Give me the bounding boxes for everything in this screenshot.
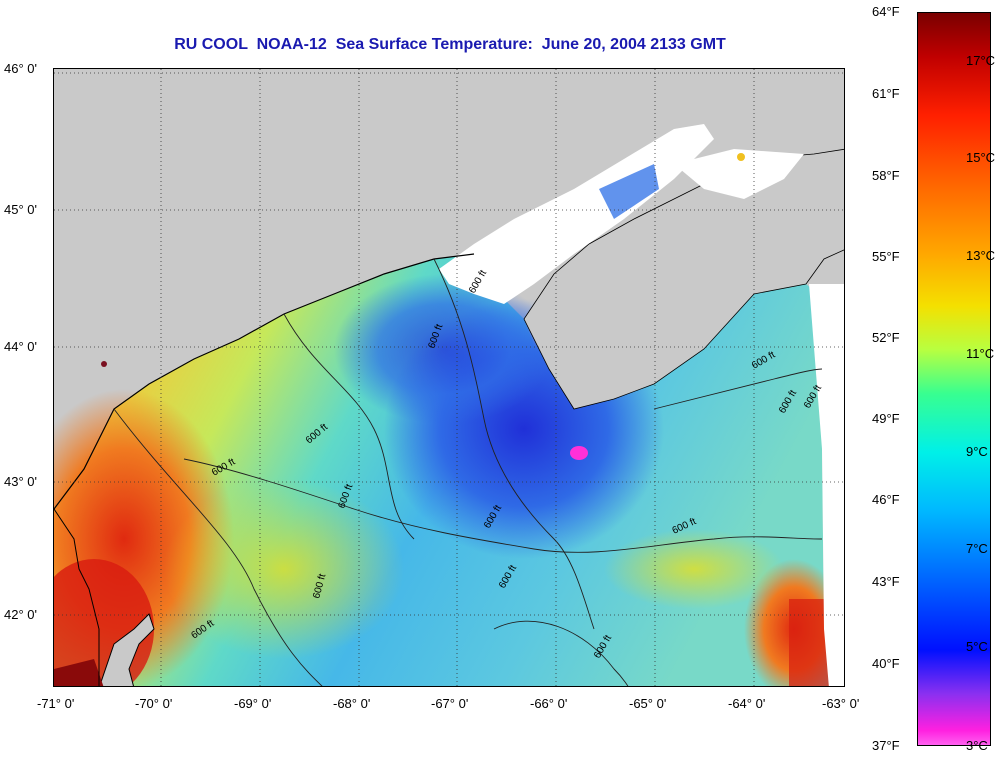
depth-contour bbox=[653, 368, 823, 410]
temperature-colorbar bbox=[917, 12, 991, 746]
colorbar-celsius-tick: 15°C bbox=[966, 150, 996, 165]
colorbar-fahrenheit-tick: 61°F bbox=[872, 86, 900, 101]
latitude-label: 43° 0' bbox=[4, 474, 37, 489]
depth-contour bbox=[283, 313, 415, 540]
colorbar-celsius-tick: 11°C bbox=[966, 346, 995, 361]
sst-map: 600 ft 600 ft 600 ft 600 ft 600 ft 600 f… bbox=[53, 68, 845, 687]
longitude-label: -69° 0' bbox=[234, 696, 272, 711]
warm-spot bbox=[737, 153, 745, 161]
colorbar-fahrenheit-tick: 46°F bbox=[872, 492, 900, 507]
depth-contour bbox=[433, 258, 595, 630]
longitude-label: -71° 0' bbox=[37, 696, 75, 711]
colorbar-fahrenheit-tick: 52°F bbox=[872, 330, 900, 345]
cloud-cover bbox=[674, 149, 804, 199]
longitude-label: -67° 0' bbox=[431, 696, 469, 711]
nova-scotia-land bbox=[523, 148, 844, 410]
latitude-label: 46° 0' bbox=[4, 61, 37, 76]
coastline bbox=[54, 508, 100, 686]
map-title: RU COOL NOAA-12 Sea Surface Temperature:… bbox=[174, 36, 726, 53]
graticule bbox=[54, 69, 844, 686]
cold-water-region bbox=[334, 274, 554, 424]
colorbar-fahrenheit-tick: 49°F bbox=[872, 411, 900, 426]
sst-map-canvas: 600 ft 600 ft 600 ft 600 ft 600 ft 600 f… bbox=[54, 69, 844, 686]
colorbar-celsius-tick: 13°C bbox=[966, 248, 996, 263]
colorbar-fahrenheit-tick: 55°F bbox=[872, 249, 900, 264]
colorbar-fahrenheit-tick: 58°F bbox=[872, 168, 900, 183]
longitude-label: -65° 0' bbox=[629, 696, 667, 711]
colorbar-celsius-tick: 5°C bbox=[966, 639, 988, 654]
cape-cod-land bbox=[99, 613, 155, 686]
longitude-label: -63° 0' bbox=[822, 696, 860, 711]
colorbar-fahrenheit-tick: 40°F bbox=[872, 656, 900, 671]
warm-water-region bbox=[54, 659, 104, 686]
colorbar-fahrenheit-tick: 43°F bbox=[872, 574, 900, 589]
cold-spot bbox=[570, 446, 588, 460]
colorbar-celsius-tick: 3°C bbox=[966, 738, 988, 753]
warm-water-region bbox=[604, 529, 784, 609]
longitude-label: -68° 0' bbox=[333, 696, 371, 711]
longitude-label: -70° 0' bbox=[135, 696, 173, 711]
coastline bbox=[54, 253, 475, 510]
longitude-label: -64° 0' bbox=[728, 696, 766, 711]
colorbar-celsius-tick: 17°C bbox=[966, 53, 996, 68]
depth-contour bbox=[183, 458, 823, 553]
cloud-cover bbox=[809, 284, 844, 686]
colorbar-celsius-tick: 9°C bbox=[966, 444, 988, 459]
colorbar-celsius-tick: 7°C bbox=[966, 541, 988, 556]
warm-water-region bbox=[164, 479, 404, 659]
warm-spot bbox=[101, 361, 107, 367]
colorbar-fahrenheit-tick: 64°F bbox=[872, 4, 900, 19]
depth-contour bbox=[493, 620, 629, 686]
latitude-label: 42° 0' bbox=[4, 607, 37, 622]
cold-water-region bbox=[599, 164, 659, 219]
longitude-label: -66° 0' bbox=[530, 696, 568, 711]
warm-water-region bbox=[789, 599, 829, 686]
depth-contour bbox=[113, 408, 323, 686]
latitude-label: 45° 0' bbox=[4, 202, 37, 217]
colorbar-fahrenheit-tick: 37°F bbox=[872, 738, 900, 753]
latitude-label: 44° 0' bbox=[4, 339, 37, 354]
